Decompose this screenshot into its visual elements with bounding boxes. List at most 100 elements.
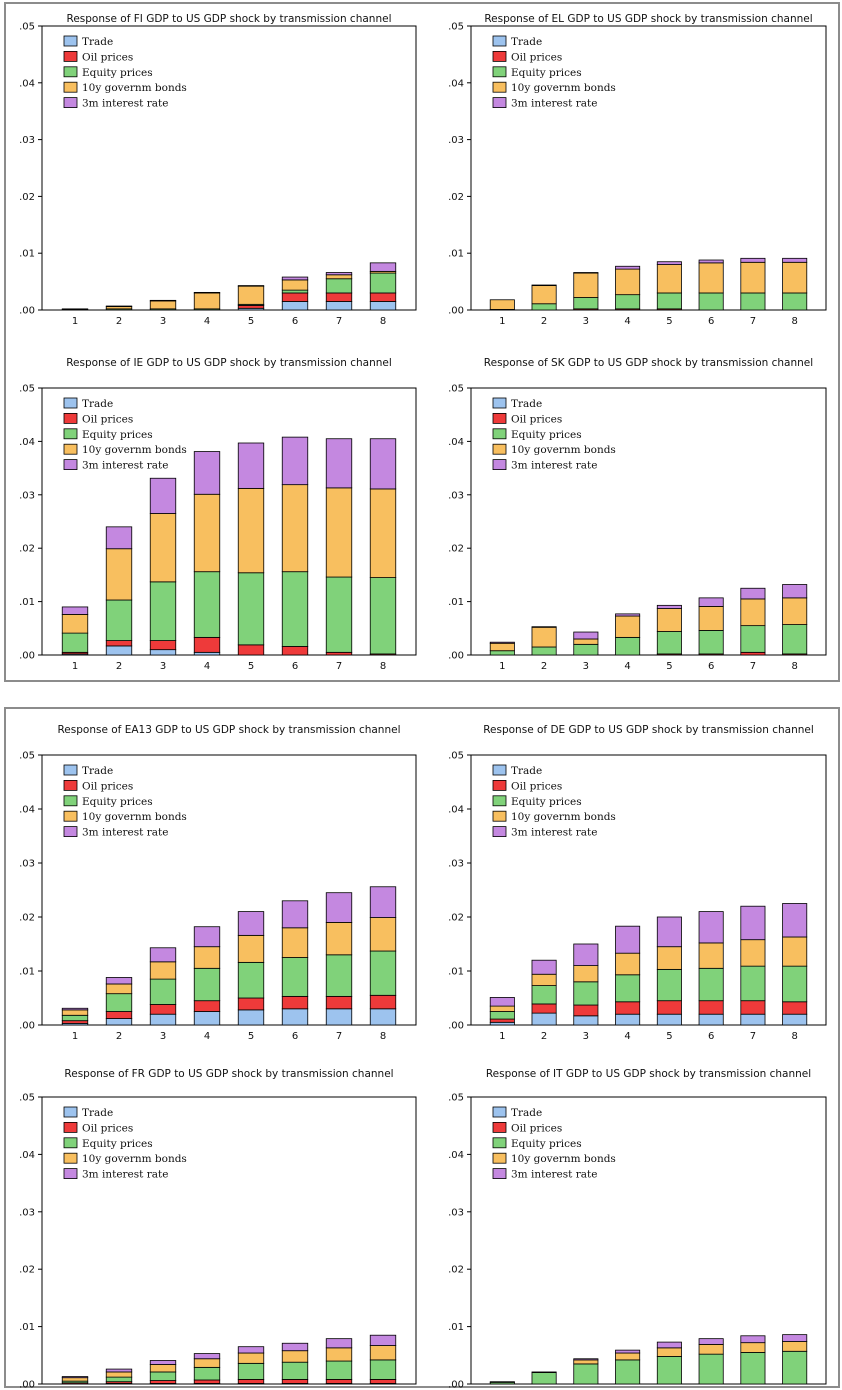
x-tick-label: 4 (624, 661, 630, 672)
bar-segment-10y-governm-bonds (573, 965, 599, 983)
legend-swatch (492, 412, 507, 424)
bar-segment-3m-interest-rate (193, 926, 221, 948)
bar-segment-10y-governm-bonds (61, 1377, 89, 1382)
bar-segment-equity-prices (782, 292, 808, 311)
bar-segment-oil-prices (149, 1380, 177, 1384)
legend-label: Oil prices (511, 51, 562, 63)
bar-segment-trade (369, 1008, 397, 1026)
bar-segment-3m-interest-rate (698, 911, 724, 944)
bar-segment-3m-interest-rate (149, 299, 177, 302)
bar-segment-3m-interest-rate (782, 903, 808, 938)
x-tick-label: 1 (499, 1031, 505, 1042)
legend-label: Oil prices (511, 1122, 562, 1134)
bar-segment-trade (149, 1013, 177, 1026)
bar-segment-3m-interest-rate (531, 626, 557, 628)
bar-segment-10y-governm-bonds (105, 983, 133, 995)
x-tick-label: 2 (541, 316, 547, 327)
bar-segment-3m-interest-rate (615, 265, 641, 270)
bar-segment-oil-prices (281, 292, 309, 302)
bar-segment-equity-prices (573, 981, 599, 1006)
bar-segment-3m-interest-rate (782, 1334, 808, 1342)
x-tick-label: 7 (336, 661, 342, 672)
bar-segment-equity-prices (740, 292, 766, 311)
bar-segment-equity-prices (325, 576, 353, 653)
x-tick-label: 8 (791, 1031, 797, 1042)
bar-segment-oil-prices (573, 1004, 599, 1017)
bar-segment-3m-interest-rate (573, 272, 599, 274)
bar-segment-10y-governm-bonds (237, 285, 265, 305)
x-tick-label: 1 (72, 1031, 78, 1042)
x-tick-label: 8 (791, 316, 797, 327)
x-tick-label: 3 (160, 316, 166, 327)
bar-segment-10y-governm-bonds (782, 597, 808, 625)
y-tick-label: .03 (19, 859, 35, 870)
y-tick-label: .05 (19, 1093, 35, 1104)
bar-segment-3m-interest-rate (237, 911, 265, 936)
legend-label: 10y governm bonds (511, 1153, 616, 1165)
y-tick-label: .00 (448, 306, 464, 317)
legend-swatch (63, 66, 78, 78)
legend-label: 10y governm bonds (511, 82, 616, 94)
bar-segment-3m-interest-rate (193, 1353, 221, 1360)
bar-segment-equity-prices (149, 581, 177, 641)
y-tick-label: .00 (19, 1380, 35, 1390)
bar-segment-3m-interest-rate (782, 257, 808, 263)
legend-swatch (63, 1122, 78, 1133)
bar-segment-oil-prices (615, 1001, 641, 1015)
bar-segment-10y-governm-bonds (105, 1371, 133, 1378)
bar-segment-3m-interest-rate (615, 925, 641, 954)
bar-segment-10y-governm-bonds (740, 1342, 766, 1353)
legend-label: 10y governm bonds (511, 444, 616, 456)
bar-segment-10y-governm-bonds (489, 1381, 515, 1383)
x-tick-label: 3 (160, 1031, 166, 1042)
plot-frame (470, 754, 827, 1026)
bar-segment-3m-interest-rate (740, 1335, 766, 1344)
bar-segment-oil-prices (740, 651, 766, 656)
bar-segment-equity-prices (698, 630, 724, 655)
plot-frame (41, 387, 417, 656)
x-tick-label: 4 (624, 316, 630, 327)
bar-segment-10y-governm-bonds (369, 917, 397, 952)
legend-label: Trade (511, 1107, 542, 1119)
legend-label: Oil prices (82, 780, 133, 792)
y-tick-label: .00 (448, 651, 464, 662)
y-tick-label: .01 (448, 967, 464, 978)
bar-segment-3m-interest-rate (656, 1341, 682, 1349)
y-tick-label: .02 (19, 192, 35, 203)
bar-segment-equity-prices (573, 1363, 599, 1385)
legend-label: 3m interest rate (511, 827, 597, 839)
bar-segment-3m-interest-rate (105, 526, 133, 550)
legend-label: Equity prices (82, 1138, 153, 1150)
bar-segment-equity-prices (369, 577, 397, 655)
legend-swatch (492, 1152, 507, 1164)
y-tick-label: .01 (19, 597, 35, 608)
bar-segment-equity-prices (325, 954, 353, 997)
y-tick-label: .05 (448, 22, 464, 33)
legend-swatch (63, 35, 78, 47)
bar-segment-equity-prices (281, 1361, 309, 1380)
bar-segment-3m-interest-rate (61, 1007, 89, 1011)
bar-segment-equity-prices (489, 650, 515, 656)
bar-segment-equity-prices (573, 643, 599, 656)
legend-swatch (63, 81, 78, 93)
bar-segment-10y-governm-bonds (698, 1343, 724, 1355)
bar-segment-equity-prices (782, 624, 808, 655)
bar-segment-oil-prices (193, 636, 221, 653)
y-tick-label: .00 (448, 1021, 464, 1032)
bar-segment-10y-governm-bonds (237, 487, 265, 574)
bar-segment-equity-prices (740, 625, 766, 653)
bar-segment-10y-governm-bonds (656, 608, 682, 632)
x-tick-label: 3 (583, 1031, 589, 1042)
bar-segment-equity-prices (281, 289, 309, 294)
bar-segment-oil-prices (237, 997, 265, 1011)
bar-segment-equity-prices (61, 1014, 89, 1022)
bar-segment-3m-interest-rate (281, 900, 309, 929)
y-tick-label: .02 (448, 544, 464, 555)
bar-segment-3m-interest-rate (656, 261, 682, 265)
legend-label: Oil prices (511, 413, 562, 425)
y-tick-label: .05 (448, 1093, 464, 1104)
bar-segment-oil-prices (237, 644, 265, 656)
bar-segment-10y-governm-bonds (740, 939, 766, 967)
legend-label: Trade (82, 765, 113, 777)
